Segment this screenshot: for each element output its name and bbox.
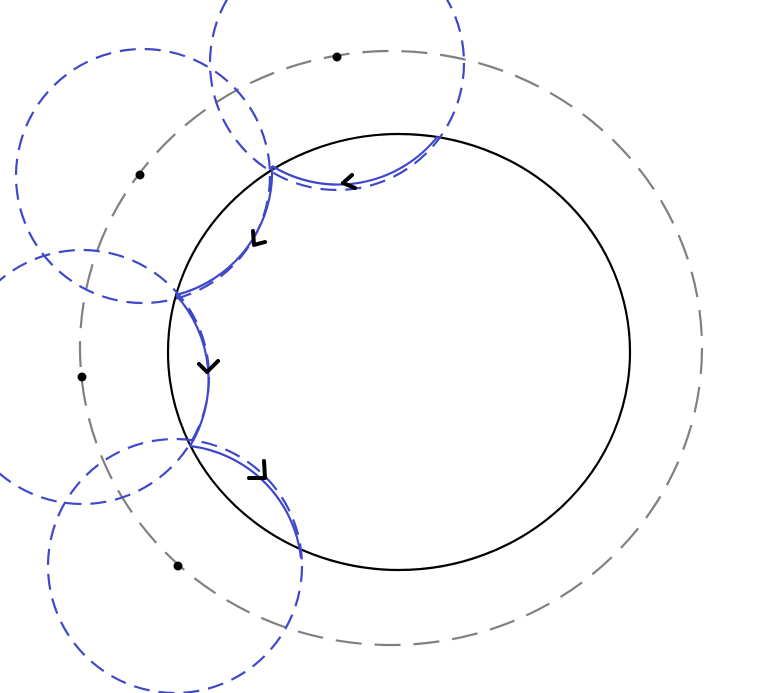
small-circle-2 (14, 47, 272, 305)
direction-arrow-1 (341, 173, 357, 190)
direction-arrow-2 (251, 229, 267, 247)
center-point-4 (173, 561, 183, 571)
center-point-2 (135, 170, 145, 180)
direction-arrow-3 (197, 359, 220, 374)
guide-circle-dashed (78, 49, 704, 647)
arc-1 (271, 135, 439, 186)
main-circle (166, 132, 632, 572)
direction-arrow-4 (247, 459, 267, 480)
arc-2 (175, 165, 274, 297)
small-circle-1 (208, 0, 466, 192)
center-point-1 (332, 52, 342, 62)
arc-4 (189, 444, 303, 559)
center-point-3 (77, 372, 87, 382)
small-circle-4 (46, 437, 304, 693)
